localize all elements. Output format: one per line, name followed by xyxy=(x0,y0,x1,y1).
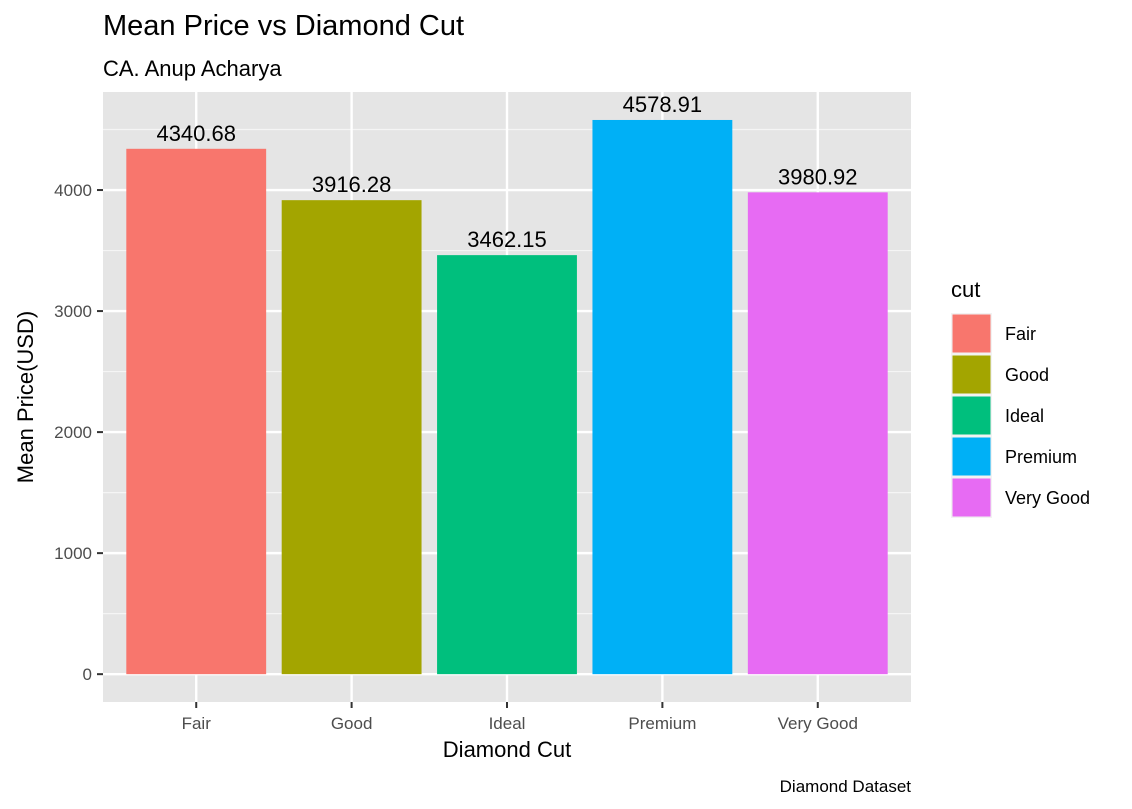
bar-good xyxy=(281,200,422,675)
legend: cut Fair Good Ideal Premium Very Good xyxy=(951,277,1090,518)
y-axis-title: Mean Price(USD) xyxy=(13,311,38,483)
legend-entry-label: Premium xyxy=(1005,447,1077,467)
chart-subtitle: CA. Anup Acharya xyxy=(103,56,282,81)
y-tick-label: 0 xyxy=(83,665,92,684)
chart-title: Mean Price vs Diamond Cut xyxy=(103,10,464,42)
bars xyxy=(126,119,888,675)
legend-title: cut xyxy=(951,277,980,302)
bar-value-label: 3980.92 xyxy=(778,164,858,189)
bar-value-label: 4340.68 xyxy=(156,121,236,146)
legend-entry-label: Very Good xyxy=(1005,488,1090,508)
value-labels: 4340.68 3916.28 3462.15 4578.91 3980.92 xyxy=(156,92,857,252)
x-tick-label: Fair xyxy=(182,714,212,733)
bar-value-label: 3462.15 xyxy=(467,227,547,252)
legend-key-swatch xyxy=(952,437,991,476)
x-tick-label: Good xyxy=(331,714,373,733)
legend-key-swatch xyxy=(952,396,991,435)
legend-key-swatch xyxy=(952,478,991,517)
legend-key-swatch xyxy=(952,314,991,353)
y-tick-label: 2000 xyxy=(54,423,92,442)
caption: Diamond Dataset xyxy=(780,777,912,796)
bar-very-good xyxy=(747,192,888,675)
y-axis: 0 1000 2000 3000 4000 xyxy=(54,181,103,684)
legend-key-swatch xyxy=(952,355,991,394)
bar-premium xyxy=(592,119,733,675)
legend-entry-label: Good xyxy=(1005,365,1049,385)
legend-entry-label: Ideal xyxy=(1005,406,1044,426)
y-tick-label: 4000 xyxy=(54,181,92,200)
bar-fair xyxy=(126,148,267,675)
x-axis-title: Diamond Cut xyxy=(443,737,571,762)
bar-value-label: 3916.28 xyxy=(312,172,392,197)
y-tick-label: 1000 xyxy=(54,544,92,563)
x-tick-label: Very Good xyxy=(778,714,858,733)
x-axis: Fair Good Ideal Premium Very Good xyxy=(182,702,858,733)
y-tick-label: 3000 xyxy=(54,302,92,321)
x-tick-label: Premium xyxy=(628,714,696,733)
bar-ideal xyxy=(437,255,577,675)
bar-value-label: 4578.91 xyxy=(623,92,703,117)
legend-entry-label: Fair xyxy=(1005,324,1036,344)
x-tick-label: Ideal xyxy=(489,714,526,733)
